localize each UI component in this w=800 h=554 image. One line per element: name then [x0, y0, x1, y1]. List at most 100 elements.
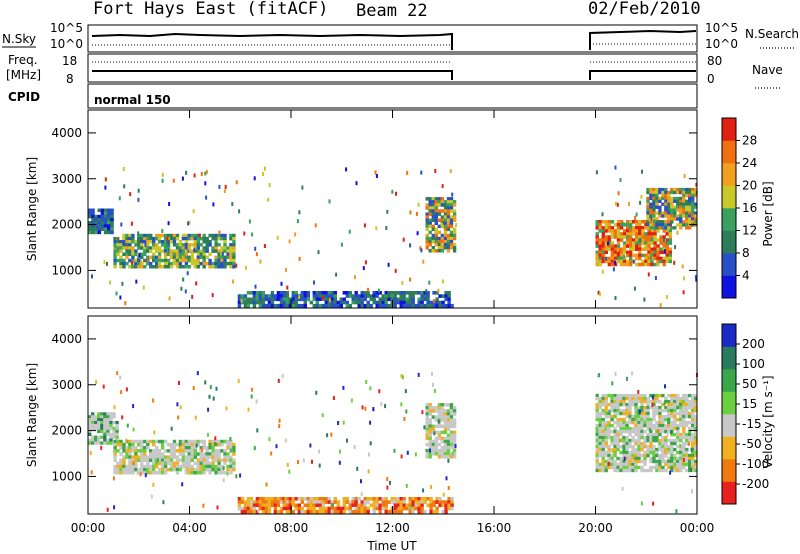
data-cell: [146, 467, 150, 472]
scatter-point: [137, 188, 140, 193]
data-cell: [598, 441, 602, 446]
data-cell: [595, 411, 599, 416]
data-cell: [694, 393, 698, 398]
data-cell: [652, 226, 656, 230]
data-cell: [616, 432, 620, 437]
data-cell: [97, 230, 102, 235]
data-cell: [613, 402, 617, 407]
scatter-point: [100, 445, 103, 450]
data-cell: [691, 214, 695, 218]
data-cell: [658, 205, 662, 209]
data-cell: [452, 246, 457, 250]
data-cell: [393, 297, 397, 302]
data-cell: [682, 447, 686, 452]
data-cell: [175, 265, 180, 269]
data-cell: [655, 468, 659, 473]
data-cell: [399, 497, 403, 501]
data-cell: [667, 211, 671, 215]
data-cell: [688, 202, 692, 206]
data-cell: [649, 196, 653, 201]
data-cell: [685, 399, 689, 404]
data-cell: [125, 446, 129, 450]
data-cell: [694, 468, 698, 473]
data-cell: [682, 402, 686, 407]
data-cell: [131, 255, 135, 260]
data-cell: [638, 244, 642, 248]
scatter-point: [240, 298, 243, 303]
colorbar-swatch: [722, 140, 736, 164]
data-cell: [172, 442, 177, 447]
data-cell: [640, 447, 644, 452]
data-cell: [172, 243, 177, 247]
data-cell: [97, 208, 102, 213]
data-cell: [616, 226, 621, 230]
data-cell: [134, 446, 138, 450]
data-cell: [622, 399, 626, 404]
data-cell: [659, 250, 663, 255]
data-cell: [258, 303, 263, 308]
data-cell: [650, 232, 654, 236]
data-cell: [163, 467, 168, 472]
data-cell: [595, 441, 599, 446]
data-cell: [223, 471, 227, 475]
data-cell: [664, 226, 668, 230]
data-cell: [622, 453, 626, 458]
scatter-point: [663, 249, 666, 254]
data-cell: [632, 244, 636, 248]
data-cell: [682, 423, 686, 428]
data-cell: [393, 291, 397, 295]
data-cell: [610, 441, 614, 446]
data-cell: [691, 447, 695, 452]
scatter-point: [192, 386, 195, 391]
data-cell: [94, 214, 98, 219]
data-cell: [446, 246, 451, 250]
data-cell: [378, 291, 382, 295]
data-cell: [685, 450, 689, 455]
data-cell: [208, 240, 212, 244]
data-cell: [220, 265, 224, 269]
data-cell: [437, 412, 442, 416]
data-cell: [109, 426, 113, 431]
data-cell: [658, 411, 662, 416]
data-cell: [360, 509, 364, 514]
colorbar-tick-label: -200: [742, 477, 769, 491]
scatter-point: [389, 480, 391, 485]
data-cell: [190, 446, 194, 450]
data-cell: [637, 399, 641, 404]
data-cell: [223, 455, 227, 459]
data-cell: [270, 297, 275, 302]
data-cell: [131, 258, 135, 263]
scatter-point: [614, 371, 617, 376]
data-cell: [175, 236, 180, 241]
data-cell: [431, 452, 435, 456]
data-cell: [243, 300, 248, 305]
scatter-point: [680, 190, 683, 195]
data-cell: [622, 420, 626, 425]
data-cell: [175, 442, 180, 447]
data-cell: [226, 246, 230, 250]
data-cell: [431, 448, 435, 453]
data-cell: [184, 461, 189, 466]
data-cell: [220, 464, 224, 469]
data-cell: [452, 436, 457, 441]
data-cell: [679, 202, 683, 206]
data-cell: [193, 258, 197, 263]
data-cell: [691, 450, 695, 455]
data-cell: [658, 393, 662, 398]
data-cell: [607, 465, 611, 470]
data-cell: [258, 300, 263, 305]
data-cell: [601, 432, 605, 437]
data-cell: [443, 418, 448, 422]
data-cell: [348, 291, 352, 295]
data-cell: [414, 503, 418, 508]
data-cell: [688, 459, 692, 464]
scatter-point: [653, 219, 656, 224]
data-cell: [169, 467, 174, 472]
data-cell: [205, 261, 209, 266]
data-cell: [143, 240, 147, 244]
data-cell: [628, 420, 632, 425]
data-cell: [449, 452, 454, 456]
data-cell: [103, 435, 107, 439]
scatter-point: [442, 492, 445, 497]
data-cell: [646, 426, 650, 431]
